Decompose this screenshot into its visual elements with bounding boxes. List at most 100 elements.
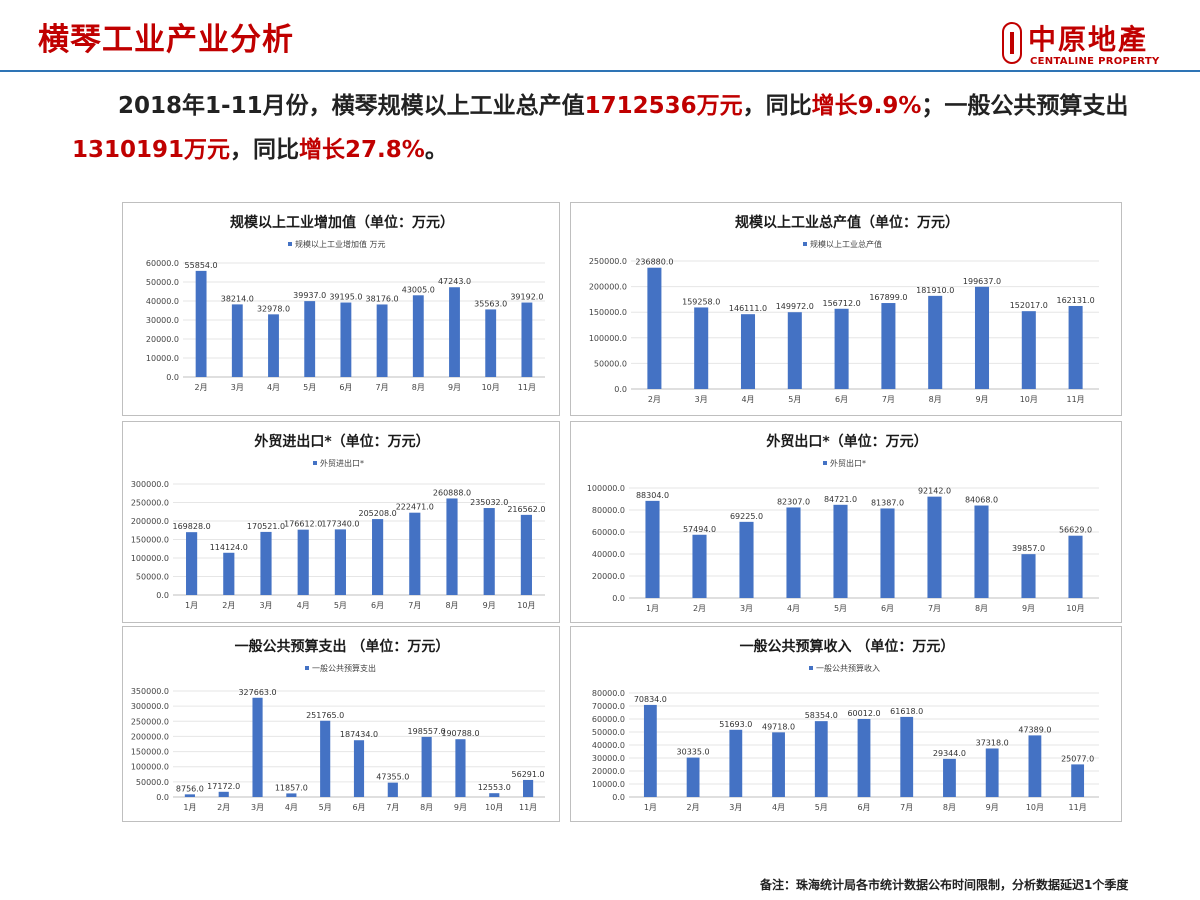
x-tick-label: 5月 [303, 383, 316, 392]
bar [320, 720, 331, 797]
data-label: 55854.0 [185, 261, 218, 270]
page-title: 横琴工业产业分析 [38, 22, 294, 58]
y-tick-label: 150000.0 [589, 308, 627, 317]
legend-swatch [823, 461, 827, 465]
data-label: 205208.0 [359, 509, 397, 518]
summary-value-budget: 1310191万元 [72, 137, 231, 163]
x-tick-label: 4月 [787, 604, 800, 613]
x-tick-label: 6月 [881, 604, 894, 613]
header: 横琴工业产业分析 中原地產 CENTALINE PROPERTY [0, 0, 1200, 72]
y-tick-label: 10000.0 [146, 354, 179, 363]
logo-mark-icon [1002, 22, 1022, 64]
y-tick-label: 60000.0 [146, 259, 179, 268]
bar [521, 302, 533, 377]
data-label: 159258.0 [682, 297, 720, 306]
legend-label: 规模以上工业总产值 [810, 239, 882, 249]
data-label: 235032.0 [470, 498, 508, 507]
y-tick-label: 100000.0 [131, 763, 169, 772]
data-label: 92142.0 [918, 487, 951, 496]
y-tick-label: 40000.0 [592, 741, 625, 750]
bar [520, 514, 532, 595]
x-tick-label: 4月 [772, 803, 785, 812]
y-tick-label: 100000.0 [587, 484, 625, 493]
x-tick-label: 7月 [408, 601, 421, 610]
x-tick-label: 5月 [815, 803, 828, 812]
bar [834, 308, 849, 389]
y-tick-label: 0.0 [614, 385, 627, 394]
y-tick-label: 300000.0 [131, 480, 169, 489]
bar [353, 740, 365, 797]
x-tick-label: 4月 [285, 803, 298, 812]
x-tick-label: 6月 [371, 601, 384, 610]
legend-swatch [803, 242, 807, 246]
bar [900, 716, 914, 797]
bar [786, 507, 801, 598]
data-label: 176612.0 [284, 520, 322, 529]
x-tick-label: 3月 [740, 604, 753, 613]
footnote: 备注：珠海统计局各市统计数据公布时间限制，分析数据延迟1个季度 [760, 878, 1129, 892]
bar-chart: 外贸进出口*（单位：万元） 外贸进出口* 0.0 50000.0 100000.0 150… [131, 433, 546, 610]
bar [1071, 764, 1085, 797]
bar-chart: 外贸出口*（单位：万元） 外贸出口* 0.0 20000.0 40000.0 60000.… [587, 433, 1099, 613]
x-tick-label: 10月 [1020, 395, 1038, 404]
y-tick-label: 60000.0 [592, 528, 625, 537]
bar [643, 704, 657, 797]
bar [252, 697, 263, 797]
x-tick-label: 5月 [788, 395, 801, 404]
data-label: 81387.0 [871, 498, 904, 507]
bar [186, 532, 198, 595]
y-tick-label: 250000.0 [131, 717, 169, 726]
bar [184, 794, 195, 797]
data-label: 30335.0 [677, 748, 710, 757]
data-label: 88304.0 [636, 491, 669, 500]
data-label: 69225.0 [730, 512, 763, 521]
legend-label: 一般公共预算支出 [312, 663, 376, 673]
x-tick-label: 10月 [517, 601, 535, 610]
data-label: 162131.0 [1057, 296, 1095, 305]
bar [223, 552, 235, 595]
legend-label: 外贸出口* [830, 458, 866, 468]
bar [412, 295, 424, 377]
bar [297, 529, 309, 595]
x-tick-label: 2月 [217, 803, 230, 812]
bar [304, 301, 316, 377]
y-tick-label: 20000.0 [592, 572, 625, 581]
x-tick-label: 11月 [518, 383, 536, 392]
x-tick-label: 5月 [319, 803, 332, 812]
chart-panel-exports: 外贸出口*（单位：万元） 外贸出口* 0.0 20000.0 40000.0 60000.… [570, 421, 1122, 623]
data-label: 60012.0 [847, 709, 880, 718]
bar [376, 304, 388, 377]
data-label: 25077.0 [1061, 754, 1094, 763]
data-label: 56291.0 [512, 770, 545, 779]
x-tick-label: 3月 [729, 803, 742, 812]
bar [1021, 311, 1036, 389]
data-label: 114124.0 [210, 543, 248, 552]
data-label: 47355.0 [376, 773, 409, 782]
data-label: 47243.0 [438, 277, 471, 286]
y-tick-label: 50000.0 [146, 278, 179, 287]
summary-value-output-growth: 增长9.9% [811, 93, 922, 119]
legend-swatch [809, 666, 813, 670]
x-tick-label: 5月 [834, 604, 847, 613]
chart-title: 规模以上工业总产值（单位：万元） [735, 214, 959, 231]
bar [1021, 554, 1036, 598]
bar [943, 758, 956, 797]
x-tick-label: 5月 [334, 601, 347, 610]
bar [372, 519, 384, 595]
x-tick-label: 9月 [1022, 604, 1035, 613]
x-tick-label: 11月 [1069, 803, 1087, 812]
x-tick-label: 9月 [975, 395, 988, 404]
x-tick-label: 8月 [420, 803, 433, 812]
x-tick-label: 10月 [482, 383, 500, 392]
bar [483, 508, 495, 595]
y-tick-label: 200000.0 [589, 283, 627, 292]
y-tick-label: 350000.0 [131, 687, 169, 696]
x-tick-label: 6月 [339, 383, 352, 392]
summary-text-2: ，同比 [742, 93, 812, 119]
bar [421, 736, 432, 797]
chart-panel-budget-revenue: 一般公共预算收入 （单位：万元） 一般公共预算收入 0.0 10000.0 20000.… [570, 626, 1122, 822]
bar [739, 521, 754, 598]
y-tick-label: 0.0 [166, 373, 179, 382]
data-label: 84068.0 [965, 496, 998, 505]
y-tick-label: 60000.0 [592, 715, 625, 724]
